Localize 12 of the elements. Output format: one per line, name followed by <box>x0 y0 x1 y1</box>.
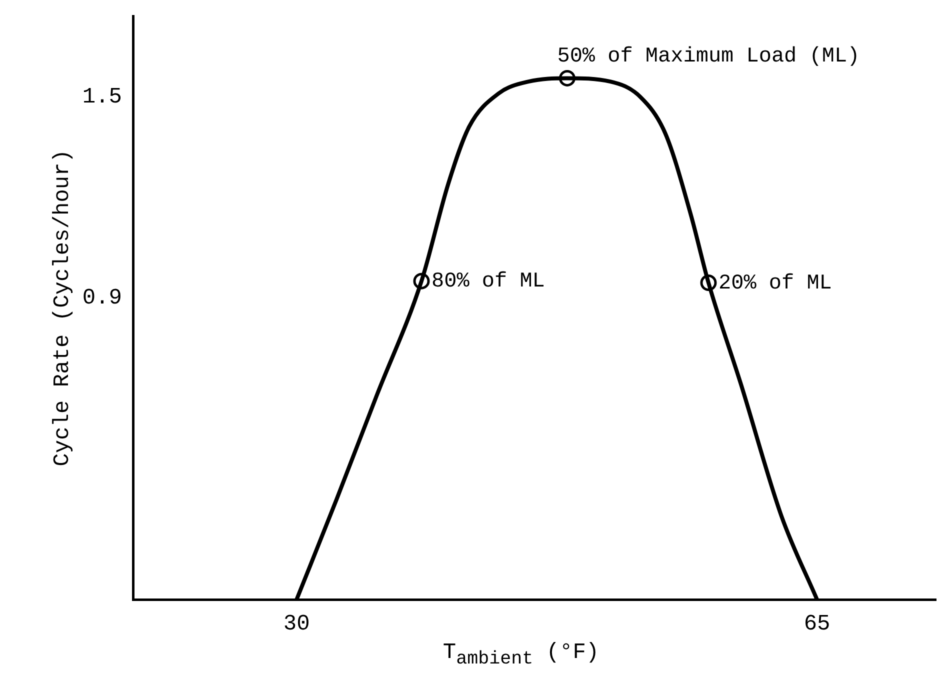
x-axis-title: T$_{ambient}$ (°F) <box>442 640 600 670</box>
y-tick-label: 0.9 <box>82 286 122 311</box>
point <box>558 70 576 86</box>
point <box>700 274 717 292</box>
annotation: 50% of Maximum Load (ML) <box>557 45 860 68</box>
y-axis-title: Cycle Rate (Cycles/hour) <box>50 149 76 466</box>
annotation: 20% of ML <box>718 272 832 296</box>
x-tick-label: 65 <box>804 612 830 637</box>
annotation: 80% of ML <box>431 270 545 294</box>
x-tick-label: 30 <box>283 612 310 637</box>
y-tick-label: 1.5 <box>82 84 122 110</box>
point <box>413 272 430 290</box>
